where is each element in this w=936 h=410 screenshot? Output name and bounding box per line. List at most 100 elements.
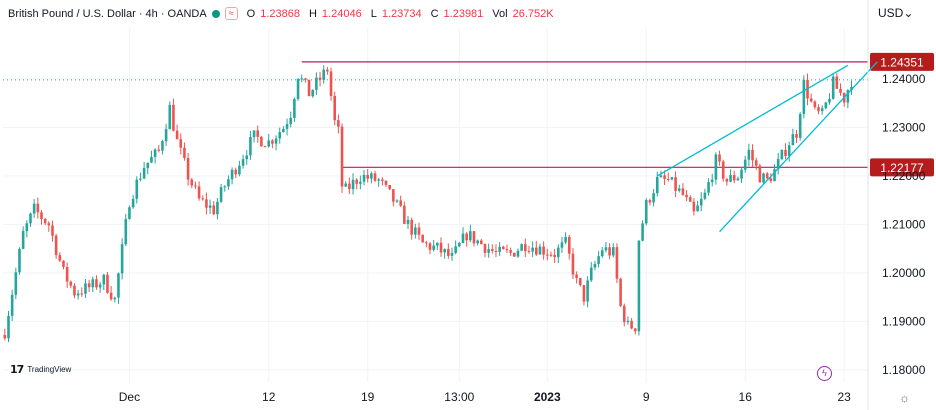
candle-body bbox=[142, 168, 146, 179]
candle-body bbox=[622, 305, 626, 323]
candle-body bbox=[600, 250, 604, 257]
candle-body bbox=[216, 201, 219, 215]
candle-body bbox=[403, 205, 406, 224]
level-price-label: 1.24351 bbox=[880, 55, 924, 69]
candle-body bbox=[476, 240, 479, 244]
candle-body bbox=[439, 242, 443, 253]
candle-body bbox=[197, 186, 201, 199]
candle-body bbox=[578, 277, 582, 286]
candle-body bbox=[384, 180, 388, 185]
candle-body bbox=[443, 249, 446, 253]
y-tick-label: 1.18000 bbox=[882, 363, 926, 377]
y-tick-label: 1.19000 bbox=[882, 314, 926, 328]
tradingview-logo[interactable]: 17 TradingView bbox=[10, 363, 71, 376]
candle-body bbox=[366, 174, 369, 179]
candle-body bbox=[428, 243, 432, 250]
candle-body bbox=[18, 248, 21, 273]
candle-body bbox=[311, 89, 315, 97]
market-status-icon bbox=[211, 9, 220, 18]
candle-body bbox=[534, 247, 538, 255]
candle-body bbox=[718, 154, 721, 162]
high-label: H bbox=[308, 7, 317, 20]
candle-body bbox=[820, 108, 824, 112]
candle-body bbox=[392, 189, 395, 202]
candle-body bbox=[91, 279, 95, 288]
candle-body bbox=[571, 253, 575, 275]
candle-body bbox=[135, 179, 139, 199]
candle-body bbox=[850, 86, 853, 91]
x-tick-label: 12 bbox=[262, 390, 276, 404]
close-label: C bbox=[430, 7, 439, 20]
candle-body bbox=[513, 252, 516, 257]
rising-wedge bbox=[656, 61, 878, 233]
candle-body bbox=[289, 117, 293, 125]
candle-body bbox=[40, 212, 43, 219]
candle-body bbox=[696, 205, 699, 212]
candle-body bbox=[593, 263, 597, 268]
x-tick-label: 9 bbox=[643, 390, 650, 404]
gear-icon[interactable]: ☼ bbox=[899, 391, 910, 405]
y-tick-label: 1.24000 bbox=[882, 72, 926, 86]
candle-body bbox=[604, 247, 608, 251]
candle-body bbox=[285, 124, 289, 129]
candle-body bbox=[161, 141, 164, 151]
candle-body bbox=[355, 179, 358, 184]
candle-body bbox=[164, 129, 168, 142]
price-axis[interactable]: 1.24000 1.23000 1.22000 1.21000 1.20000 1.190… bbox=[867, 0, 926, 410]
candle-body bbox=[564, 236, 567, 243]
currency-selector[interactable]: USD⌄ bbox=[878, 6, 913, 20]
candle-body bbox=[831, 76, 835, 99]
candle-body bbox=[377, 179, 380, 181]
candle-body bbox=[425, 242, 428, 244]
candle-body bbox=[278, 132, 282, 139]
candle-body bbox=[32, 203, 36, 214]
candle-body bbox=[417, 227, 421, 235]
candle-body bbox=[747, 149, 751, 160]
spark-icon[interactable]: ϟ bbox=[817, 366, 832, 381]
candle-body bbox=[274, 138, 278, 144]
candle-body bbox=[795, 134, 798, 138]
candle-body bbox=[351, 179, 355, 190]
candle-body bbox=[509, 250, 512, 253]
candle-body bbox=[25, 223, 29, 232]
wave-icon: ≈ bbox=[224, 7, 238, 20]
candle-body bbox=[835, 76, 839, 89]
candle-body bbox=[326, 69, 329, 72]
candle-body bbox=[238, 165, 241, 175]
candle-body bbox=[798, 114, 802, 138]
time-axis[interactable]: Dec 12 19 13:00 2023 9 16 23 bbox=[119, 390, 851, 404]
low-value: 1.23734 bbox=[381, 7, 422, 20]
candle-body bbox=[586, 280, 589, 302]
candle-body bbox=[736, 178, 740, 181]
candle-body bbox=[227, 179, 230, 187]
volume-label: Vol bbox=[492, 7, 508, 20]
candle-body bbox=[157, 149, 161, 151]
candle-body bbox=[824, 102, 828, 109]
candle-body bbox=[659, 175, 663, 178]
symbol-title[interactable]: British Pound / U.S. Dollar · 4h · OANDA bbox=[8, 7, 207, 20]
candle-body bbox=[47, 223, 51, 226]
candle-body bbox=[388, 184, 391, 190]
candle-body bbox=[538, 246, 542, 255]
candle-body bbox=[828, 98, 831, 103]
candle-body bbox=[80, 293, 84, 295]
candle-body bbox=[153, 149, 157, 157]
candle-body bbox=[674, 177, 677, 191]
y-tick-label: 1.21000 bbox=[882, 217, 926, 231]
candle-body bbox=[531, 247, 534, 252]
candle-body bbox=[282, 128, 285, 133]
candle-body bbox=[14, 272, 18, 295]
candle-body bbox=[208, 205, 212, 208]
candle-body bbox=[293, 98, 296, 118]
close-value: 1.23981 bbox=[443, 7, 484, 20]
open-label: O bbox=[246, 7, 256, 20]
candle-body bbox=[802, 79, 806, 115]
candle-body bbox=[491, 249, 494, 251]
candle-body bbox=[395, 200, 399, 202]
candle-body bbox=[732, 175, 736, 181]
candle-body bbox=[271, 140, 274, 144]
candle-body bbox=[76, 293, 80, 296]
candle-body bbox=[652, 193, 655, 203]
candle-body bbox=[212, 205, 216, 215]
